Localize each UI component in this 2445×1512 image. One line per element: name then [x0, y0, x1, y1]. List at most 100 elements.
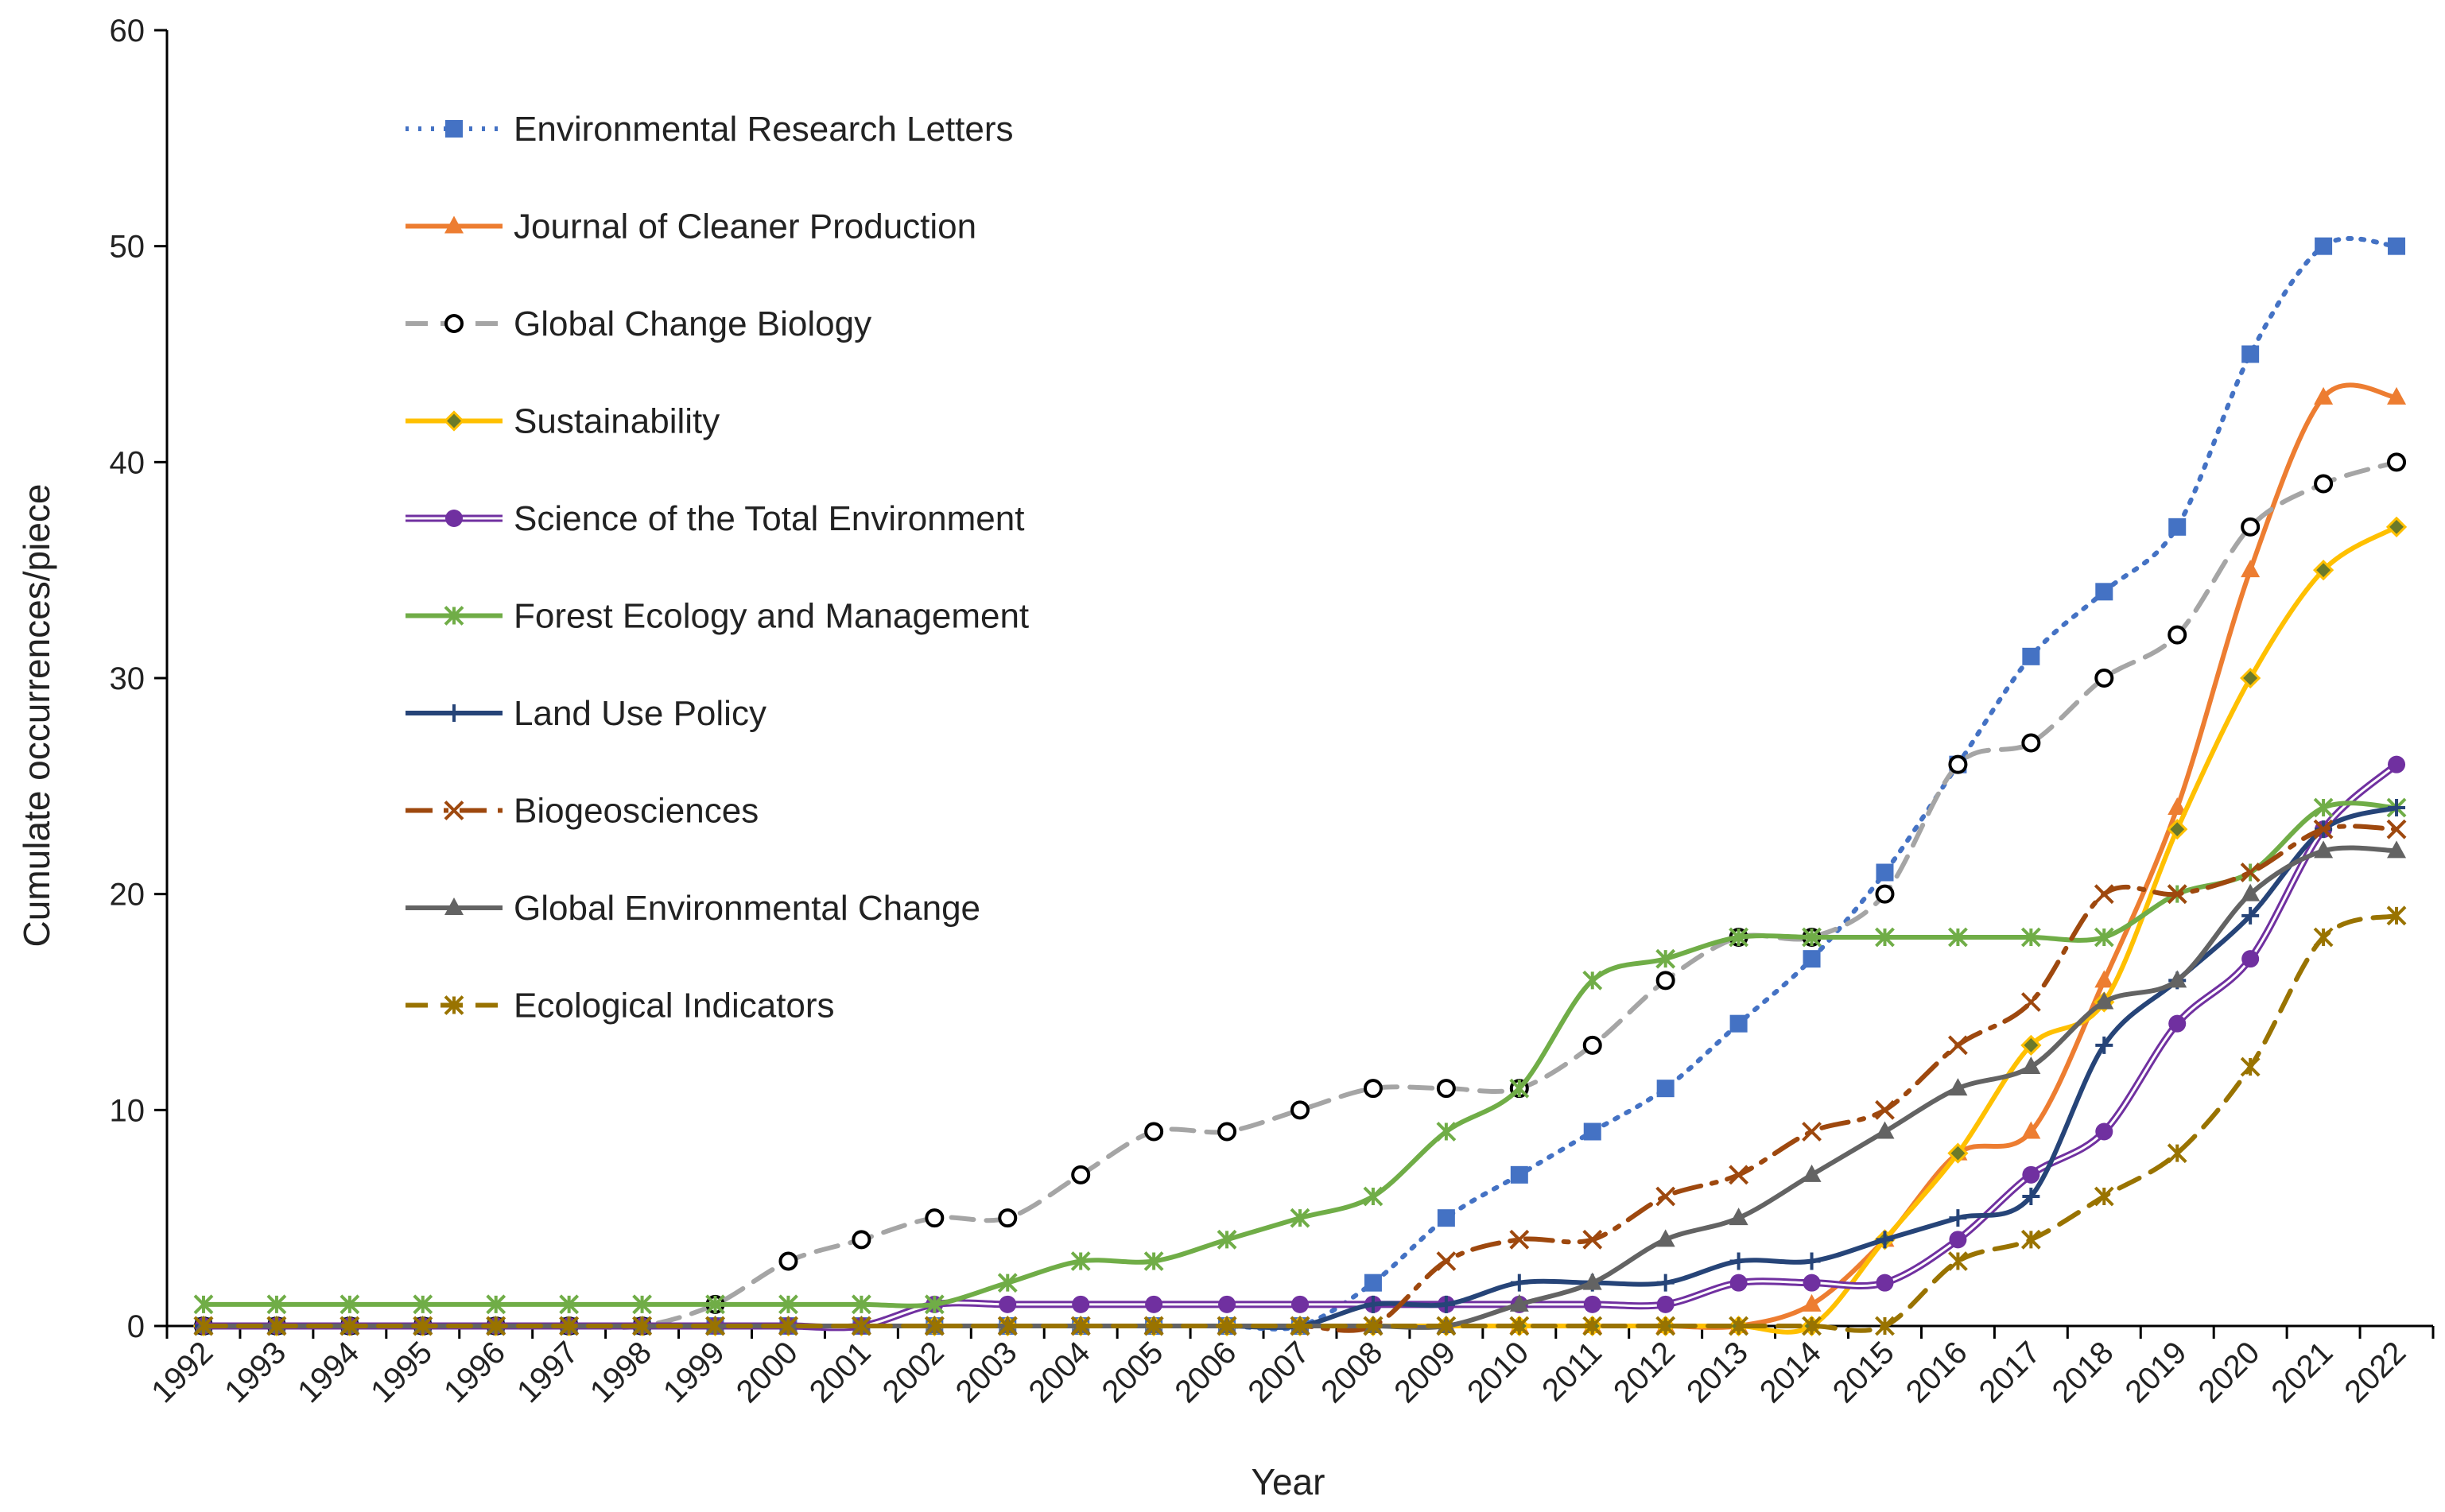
data-point-environmental-research-letters — [2241, 345, 2260, 363]
legend-item-ecological-indicators: Ecological Indicators — [406, 987, 835, 1025]
data-point-journal-of-cleaner-production — [2241, 560, 2261, 578]
data-point-science-of-the-total-environment — [2168, 1014, 2187, 1033]
data-point-biogeosciences — [2386, 819, 2407, 839]
legend-marker — [445, 704, 463, 722]
data-point-sustainability — [2167, 819, 2188, 840]
data-point-journal-of-cleaner-production — [2314, 386, 2334, 405]
data-point-biogeosciences — [1802, 1122, 1822, 1142]
data-point-forest-ecology-and-management — [2020, 927, 2041, 948]
x-tick-label: 1995 — [364, 1335, 439, 1409]
y-tick-label: 20 — [110, 878, 146, 913]
x-tick-label: 2000 — [730, 1335, 805, 1409]
legend-label: Sustainability — [514, 402, 720, 441]
data-point-ecological-indicators — [486, 1316, 506, 1336]
data-point-land-use-policy — [1437, 1295, 1455, 1313]
data-point-forest-ecology-and-management — [1582, 970, 1603, 991]
data-point-global-change-biology — [1217, 1122, 1237, 1142]
x-tick-label: 2013 — [1680, 1335, 1755, 1409]
data-point-ecological-indicators — [266, 1316, 287, 1336]
x-tick-label: 1997 — [510, 1335, 585, 1409]
data-point-global-change-biology — [1655, 971, 1675, 991]
data-point-environmental-research-letters — [2168, 518, 2187, 536]
data-point-journal-of-cleaner-production — [2021, 1121, 2041, 1139]
data-point-global-change-biology — [2314, 474, 2334, 494]
data-point-biogeosciences — [1729, 1165, 1749, 1185]
data-point-forest-ecology-and-management — [559, 1294, 580, 1315]
data-point-environmental-research-letters — [1803, 950, 1821, 968]
data-point-land-use-policy — [2022, 1188, 2040, 1205]
y-axis-title: Cumulate occurrences/piece — [16, 484, 57, 948]
legend-item-biogeosciences: Biogeosciences — [406, 792, 759, 831]
x-tick-label: 2016 — [1900, 1335, 1974, 1409]
data-point-global-environmental-change — [1802, 1164, 1822, 1182]
legend-label: Journal of Cleaner Production — [514, 207, 976, 246]
data-point-forest-ecology-and-management — [193, 1294, 214, 1315]
data-point-global-change-biology — [2021, 733, 2041, 753]
data-point-ecological-indicators — [851, 1316, 871, 1336]
data-point-ecological-indicators — [632, 1316, 652, 1336]
data-point-environmental-research-letters — [1510, 1165, 1528, 1184]
data-point-global-change-biology — [1582, 1035, 1602, 1055]
data-point-global-environmental-change — [2387, 840, 2407, 859]
data-point-land-use-policy — [1729, 1252, 1748, 1270]
data-point-science-of-the-total-environment — [999, 1295, 1017, 1313]
data-point-forest-ecology-and-management — [778, 1294, 798, 1315]
data-point-environmental-research-letters — [2022, 647, 2040, 665]
data-point-sustainability — [2240, 667, 2261, 689]
data-point-biogeosciences — [1875, 1099, 1895, 1120]
series-ecological-indicators — [193, 905, 2407, 1336]
data-point-forest-ecology-and-management — [1509, 1078, 1530, 1099]
data-point-science-of-the-total-environment — [1656, 1295, 1675, 1313]
data-point-ecological-indicators — [2240, 1056, 2261, 1077]
data-point-global-environmental-change — [2021, 1056, 2041, 1074]
data-point-land-use-policy — [2241, 906, 2260, 925]
data-point-environmental-research-letters — [2095, 583, 2113, 601]
data-point-ecological-indicators — [705, 1316, 725, 1336]
x-tick-label: 1999 — [657, 1335, 732, 1409]
x-tick-label: 2022 — [2338, 1335, 2412, 1409]
series-forest-ecology-and-management — [193, 797, 2407, 1315]
data-point-environmental-research-letters — [1876, 863, 1894, 882]
data-point-global-environmental-change — [1875, 1121, 1895, 1139]
series-line-ecological-indicators — [200, 913, 2400, 1333]
legend-label: Global Change Biology — [514, 304, 871, 343]
data-point-biogeosciences — [1655, 1186, 1676, 1207]
data-point-global-change-biology — [1290, 1100, 1310, 1120]
data-point-forest-ecology-and-management — [486, 1294, 506, 1315]
data-point-global-environmental-change — [2241, 883, 2261, 901]
x-tick-label: 2002 — [876, 1335, 951, 1409]
data-point-science-of-the-total-environment — [1803, 1274, 1821, 1292]
data-point-land-use-policy — [2095, 1036, 2113, 1054]
data-point-forest-ecology-and-management — [2313, 797, 2334, 818]
data-point-ecological-indicators — [2313, 927, 2334, 948]
legend-item-land-use-policy: Land Use Policy — [406, 694, 766, 733]
legend-item-global-change-biology: Global Change Biology — [406, 304, 871, 343]
legend-item-sustainability: Sustainability — [406, 402, 720, 441]
legend-marker — [444, 606, 464, 626]
legend-label: Environmental Research Letters — [514, 110, 1014, 149]
x-tick-label: 2020 — [2191, 1335, 2266, 1409]
data-point-journal-of-cleaner-production — [2094, 970, 2114, 988]
data-point-ecological-indicators — [1582, 1316, 1603, 1336]
data-point-environmental-research-letters — [1583, 1122, 1601, 1141]
data-point-forest-ecology-and-management — [1143, 1251, 1164, 1271]
series-layer — [192, 236, 2408, 1337]
series-line-forest-ecology-and-management — [200, 801, 2400, 1308]
legend-item-forest-ecology-and-management: Forest Ecology and Management — [406, 597, 1029, 636]
data-point-biogeosciences — [2094, 884, 2114, 905]
data-point-biogeosciences — [1436, 1251, 1457, 1271]
series-line-science-of-the-total-environment — [203, 762, 2400, 1332]
y-tick-label: 0 — [127, 1309, 145, 1344]
data-point-biogeosciences — [2167, 884, 2187, 905]
legend-marker — [445, 120, 463, 138]
data-point-environmental-research-letters — [1729, 1014, 1748, 1033]
data-point-global-change-biology — [1436, 1079, 1456, 1099]
data-point-ecological-indicators — [2386, 905, 2407, 926]
data-point-science-of-the-total-environment — [1291, 1295, 1309, 1313]
legend-marker — [443, 410, 465, 432]
legend-item-journal-of-cleaner-production: Journal of Cleaner Production — [406, 207, 976, 246]
data-point-forest-ecology-and-management — [1802, 927, 1822, 948]
data-point-global-environmental-change — [2314, 840, 2334, 859]
data-point-forest-ecology-and-management — [924, 1294, 945, 1315]
data-point-ecological-indicators — [2094, 1186, 2114, 1207]
